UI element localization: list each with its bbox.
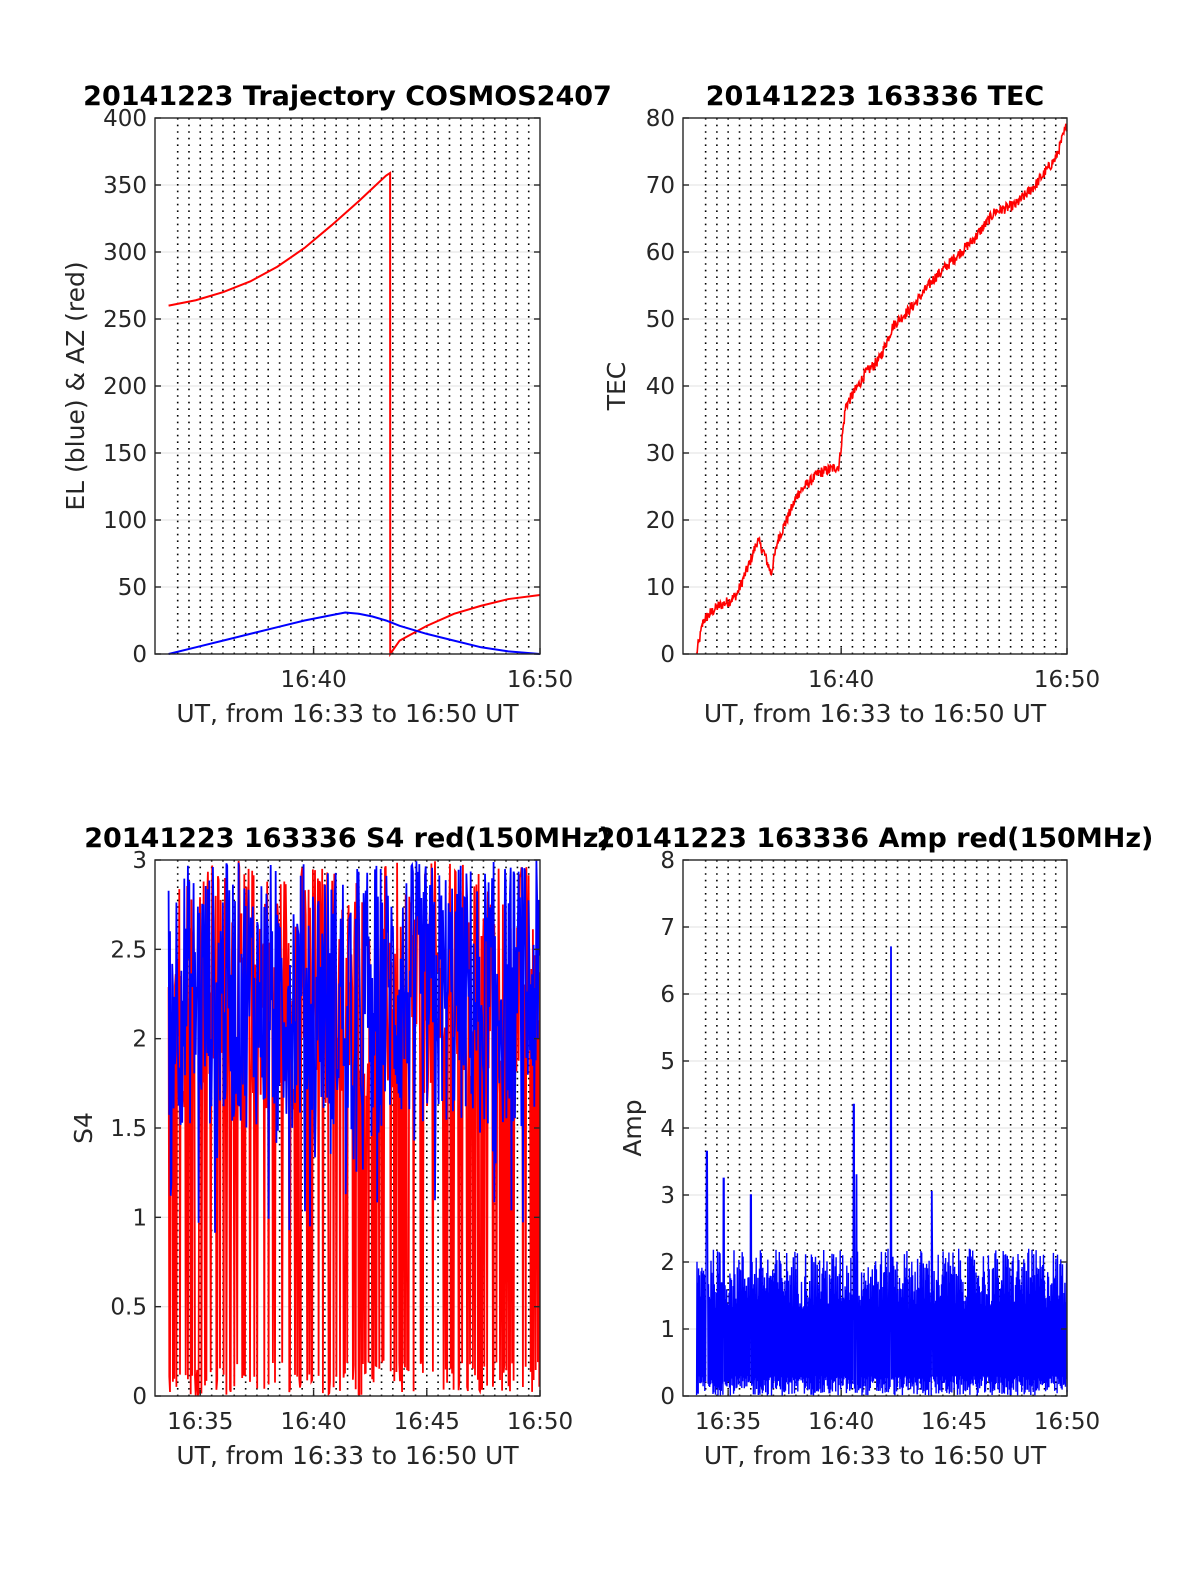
y-tick-label: 60 [646, 240, 675, 266]
x-axis-label: UT, from 16:33 to 16:50 UT [176, 699, 519, 728]
x-tick-label: 16:45 [394, 1409, 460, 1435]
y-tick-label: 0 [660, 1384, 675, 1410]
y-tick-label: 0 [132, 642, 147, 668]
y-tick-label: 0 [132, 1384, 147, 1410]
x-axis-label: UT, from 16:33 to 16:50 UT [704, 699, 1047, 728]
series-line [167, 860, 540, 1233]
series-line [168, 611, 541, 655]
chart-title: 20141223 Trajectory COSMOS2407 [83, 81, 612, 112]
chart-4: 0 1 2 3 4 5 6 7 8 16:35 16:40 16:45 16:50 20141223 16… [597, 823, 1154, 1470]
y-tick-label: 50 [646, 307, 675, 333]
x-tick-label: 16:50 [507, 1409, 573, 1435]
chart-2: 0 10 20 30 40 50 60 70 80 16:40 16:50 20141223 1633… [602, 81, 1100, 728]
y-tick-label: 400 [103, 106, 147, 132]
y-axis-label: S4 [69, 1112, 98, 1144]
y-tick-label: 5 [660, 1049, 675, 1075]
x-tick-label: 16:50 [1034, 667, 1100, 693]
y-tick-label: 10 [646, 575, 675, 601]
y-tick-label: 1 [132, 1205, 147, 1231]
x-axis-label: UT, from 16:33 to 16:50 UT [704, 1441, 1047, 1470]
x-axis-label: UT, from 16:33 to 16:50 UT [176, 1441, 519, 1470]
y-tick-label: 8 [660, 848, 675, 874]
x-tick-label: 16:50 [507, 667, 573, 693]
y-tick-label: 30 [646, 441, 675, 467]
y-tick-label: 1.5 [110, 1116, 147, 1142]
y-tick-label: 50 [118, 575, 147, 601]
y-tick-label: 0.5 [110, 1295, 147, 1321]
y-tick-label: 3 [660, 1183, 675, 1209]
y-tick-label: 150 [103, 441, 147, 467]
series-line [695, 946, 1068, 1396]
x-tick-label: 16:40 [280, 1409, 346, 1435]
series-line [168, 171, 541, 658]
y-axis-label: EL (blue) & AZ (red) [61, 261, 90, 510]
series-line [695, 123, 1068, 654]
chart-title: 20141223 163336 Amp red(150MHz) [597, 823, 1154, 854]
series-line [167, 860, 540, 1396]
y-axis-label: Amp [618, 1099, 647, 1156]
x-tick-label: 16:40 [280, 667, 346, 693]
y-tick-label: 20 [646, 508, 675, 534]
y-axis-label: TEC [602, 362, 631, 412]
y-tick-label: 3 [132, 848, 147, 874]
y-tick-label: 0 [660, 642, 675, 668]
y-tick-label: 250 [103, 307, 147, 333]
y-tick-label: 100 [103, 508, 147, 534]
y-tick-label: 2 [660, 1250, 675, 1276]
x-tick-label: 16:35 [695, 1409, 761, 1435]
x-tick-label: 16:40 [808, 1409, 874, 1435]
chart-title: 20141223 163336 TEC [706, 81, 1045, 112]
y-tick-label: 1 [660, 1317, 675, 1343]
y-tick-label: 4 [660, 1116, 675, 1142]
y-tick-label: 80 [646, 106, 675, 132]
y-tick-label: 300 [103, 240, 147, 266]
y-tick-label: 70 [646, 173, 675, 199]
chart-3: 0 0.5 1 1.5 2 2.5 3 16:35 16:40 16:45 16:50 2014122… [69, 823, 611, 1470]
y-tick-label: 7 [660, 915, 675, 941]
y-tick-label: 350 [103, 173, 147, 199]
x-tick-label: 16:40 [808, 667, 874, 693]
x-tick-label: 16:50 [1034, 1409, 1100, 1435]
y-tick-label: 2.5 [110, 937, 147, 963]
chart-title: 20141223 163336 S4 red(150MHz) [84, 823, 611, 854]
x-tick-label: 16:45 [921, 1409, 987, 1435]
y-tick-label: 2 [132, 1027, 147, 1053]
y-tick-label: 6 [660, 982, 675, 1008]
x-tick-label: 16:35 [167, 1409, 233, 1435]
y-tick-label: 200 [103, 374, 147, 400]
chart-1: 0 50 100 150 200 250 300 350 400 16:40 16:50 201412… [61, 81, 612, 728]
y-tick-label: 40 [646, 374, 675, 400]
